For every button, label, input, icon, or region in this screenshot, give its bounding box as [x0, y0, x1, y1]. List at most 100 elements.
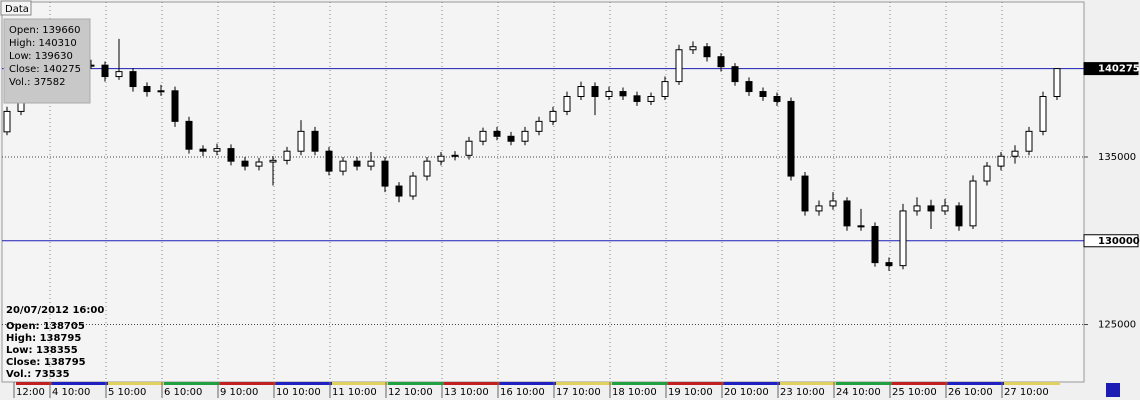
candle-body — [647, 95, 655, 102]
x-tick-label: 25 10:00 — [892, 387, 937, 398]
bar-field: High: 138795 — [6, 333, 81, 344]
x-tick-label: 12 10:00 — [388, 387, 433, 398]
candle-body — [241, 160, 249, 167]
day-strip — [500, 382, 556, 385]
info-box — [3, 18, 91, 104]
candle-body — [997, 155, 1005, 167]
day-strip — [668, 382, 724, 385]
info-value: 37582 — [34, 77, 66, 88]
candle-body — [353, 160, 361, 167]
candle-body — [493, 130, 501, 137]
bar-date: 20/07/2012 16:00 — [6, 305, 104, 316]
day-strip — [52, 382, 108, 385]
candle-body — [941, 205, 949, 212]
price-label-box — [1083, 62, 1139, 76]
candle-body — [815, 205, 823, 212]
info-field: Low: 139630 — [9, 51, 73, 62]
price-label: 130000 — [1098, 236, 1140, 247]
bar-label: Close: — [6, 357, 40, 368]
x-tick-label: 4 10:00 — [52, 387, 90, 398]
candle-body — [311, 130, 319, 152]
data-tab-label: Data — [5, 4, 29, 15]
candle-body — [773, 95, 781, 102]
x-tick-label: 6 10:00 — [164, 387, 202, 398]
info-field: Open: 139660 — [9, 25, 80, 36]
candle-body — [451, 154, 459, 157]
candle-body — [3, 110, 11, 133]
x-tick-label: 5 10:00 — [108, 387, 146, 398]
y-tick-label: 125000 — [1098, 320, 1136, 331]
x-tick-label: 23 10:00 — [780, 387, 825, 398]
data-tab[interactable] — [0, 0, 32, 16]
candle-body — [521, 130, 529, 142]
candle-body — [745, 81, 753, 93]
day-strip — [556, 382, 612, 385]
bar-field: Low: 138355 — [6, 345, 78, 356]
candle-body — [297, 130, 305, 152]
candle-body — [227, 148, 235, 162]
candle-body — [115, 71, 123, 78]
info-label: Low: — [9, 51, 32, 62]
candle-body — [857, 225, 865, 228]
candle-body — [409, 175, 417, 197]
x-tick-label: 9 10:00 — [220, 387, 258, 398]
day-strip — [108, 382, 164, 385]
info-field: Vol.: 37582 — [9, 77, 66, 88]
info-label: Vol.: — [9, 77, 31, 88]
info-value: 139660 — [42, 25, 80, 36]
candle-body — [605, 91, 613, 97]
x-tick-label: 12:00 — [16, 387, 45, 398]
candle-body — [1011, 150, 1019, 157]
candle-body — [465, 140, 473, 156]
x-tick-label: 24 10:00 — [836, 387, 881, 398]
info-value: 139630 — [35, 51, 73, 62]
candle-body — [213, 148, 221, 152]
candle-body — [507, 135, 515, 142]
bar-label: Low: — [6, 345, 32, 356]
day-strip — [892, 382, 948, 385]
candle-body — [325, 150, 333, 172]
day-strip — [612, 382, 668, 385]
candle-body — [661, 81, 669, 97]
x-tick-label: 18 10:00 — [612, 387, 657, 398]
day-strip — [16, 382, 52, 385]
candle-body — [675, 49, 683, 83]
candle-body — [689, 46, 697, 51]
y-tick-label: 135000 — [1098, 152, 1136, 163]
bar-label: Open: — [6, 321, 40, 332]
candle-body — [171, 90, 179, 122]
candle-body — [913, 205, 921, 212]
candle-body — [801, 175, 809, 212]
info-label: Open: — [9, 25, 39, 36]
x-tick-label: 10 10:00 — [276, 387, 321, 398]
candle-body — [479, 130, 487, 142]
candle-body — [199, 148, 207, 152]
day-strip — [276, 382, 332, 385]
candle-body — [843, 200, 851, 227]
info-label: Close: — [9, 64, 40, 75]
info-field: Close: 140275 — [9, 64, 81, 75]
candle-body — [703, 46, 711, 58]
candle-body — [563, 95, 571, 112]
candle-body — [591, 86, 599, 97]
bar-value: 138795 — [44, 357, 86, 368]
bar-value: 138355 — [36, 345, 78, 356]
corner-button[interactable] — [1106, 383, 1120, 397]
candle-body — [731, 66, 739, 83]
candle-body — [283, 150, 291, 161]
candle-body — [619, 91, 627, 97]
candle-body — [437, 155, 445, 162]
info-value: 140310 — [39, 38, 77, 49]
bar-value: 73535 — [35, 369, 70, 380]
candle-body — [269, 159, 277, 163]
candle-body — [885, 262, 893, 267]
day-strip — [836, 382, 892, 385]
candle-body — [129, 71, 137, 88]
plot-area — [1, 1, 1085, 383]
candle-body — [1025, 130, 1033, 152]
candle-body — [955, 205, 963, 227]
x-tick-label: 19 10:00 — [668, 387, 713, 398]
day-strip — [444, 382, 500, 385]
bar-label: High: — [6, 333, 36, 344]
bar-value: 138795 — [40, 333, 82, 344]
